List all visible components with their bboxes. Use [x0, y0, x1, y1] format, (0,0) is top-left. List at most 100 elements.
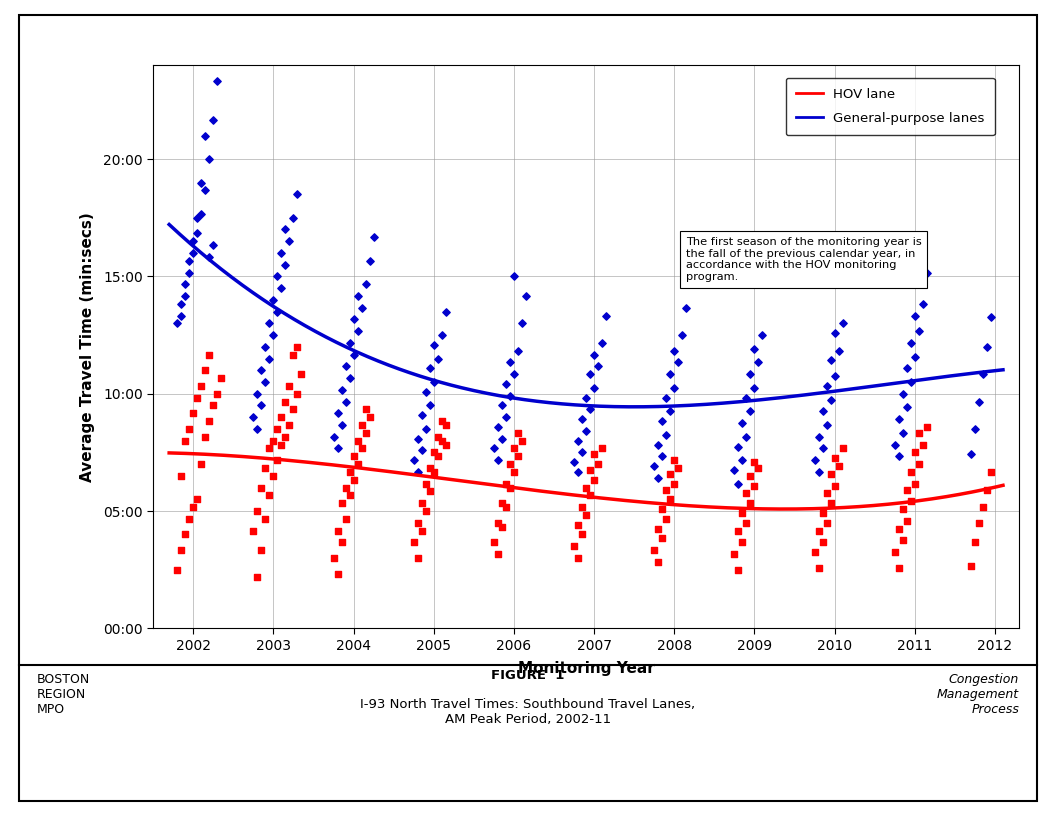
Point [910, 458, 927, 471]
Point [746, 455, 762, 468]
Point [894, 534, 911, 547]
Point [329, 524, 346, 537]
Point [754, 329, 771, 342]
Point [497, 378, 514, 391]
Point [433, 329, 450, 342]
Point [658, 512, 675, 526]
Point [277, 258, 294, 271]
Point [189, 211, 206, 224]
Text: The first season of the monitoring year is
the fall of the previous calendar yea: The first season of the monitoring year … [685, 237, 922, 282]
Point [252, 364, 269, 377]
Point [646, 543, 663, 557]
Text: I-93 North Travel Times: Southbound Travel Lanes,
AM Peak Period, 2002-11: I-93 North Travel Times: Southbound Trav… [360, 698, 696, 725]
Point [193, 176, 210, 189]
Point [662, 405, 679, 418]
Point [678, 301, 695, 314]
Point [970, 395, 987, 408]
Point [345, 348, 362, 361]
Point [823, 468, 840, 481]
Point [666, 344, 683, 357]
Point [421, 462, 438, 475]
Point [196, 184, 213, 197]
Point [509, 450, 526, 463]
Point [337, 512, 354, 526]
Point [245, 410, 262, 424]
Point [582, 489, 599, 502]
Point [890, 450, 907, 463]
Point [426, 339, 442, 352]
Point [730, 440, 747, 453]
Point [586, 381, 603, 394]
Point [285, 348, 302, 361]
Point [433, 434, 450, 447]
Point [814, 536, 831, 549]
Point [272, 282, 289, 295]
Point [746, 342, 762, 355]
Point [189, 493, 206, 506]
Point [742, 497, 759, 510]
Point [426, 465, 442, 478]
Point [814, 405, 831, 418]
Point [810, 465, 827, 478]
Point [886, 438, 903, 451]
Point [337, 481, 354, 494]
Point [734, 536, 751, 549]
Point [569, 552, 586, 565]
Point [189, 391, 206, 404]
Point [406, 536, 422, 549]
Point [265, 434, 282, 447]
Point [341, 371, 358, 384]
Point [569, 518, 586, 531]
Point [502, 481, 518, 494]
Point [181, 266, 197, 279]
Point [337, 360, 354, 373]
Point [169, 317, 186, 330]
Point [249, 571, 266, 584]
Point [569, 465, 586, 478]
Point [413, 497, 430, 510]
Point [406, 454, 422, 467]
Text: BOSTON
REGION
MPO: BOSTON REGION MPO [37, 673, 90, 716]
Point [810, 561, 827, 574]
Point [353, 442, 370, 455]
Point [818, 487, 835, 500]
Point [742, 469, 759, 482]
Point [193, 207, 210, 220]
Point [357, 403, 374, 416]
Point [437, 305, 454, 318]
Point [417, 423, 434, 436]
Point [269, 423, 286, 436]
Point [333, 384, 350, 397]
Point [919, 420, 936, 433]
Point [272, 438, 289, 451]
Point [582, 463, 599, 477]
Point [899, 483, 916, 496]
Point [410, 432, 427, 446]
Point [353, 301, 370, 314]
Point [746, 479, 762, 492]
Point [919, 266, 936, 279]
Point [914, 438, 931, 451]
Point [277, 430, 294, 443]
Point [209, 387, 226, 400]
Point [649, 472, 666, 485]
Point [662, 468, 679, 481]
Point [201, 153, 218, 166]
Point [410, 465, 427, 478]
Point [173, 543, 190, 557]
Point [966, 423, 983, 436]
Point [890, 522, 907, 535]
Point [196, 129, 213, 142]
Point [654, 415, 671, 428]
Point [257, 340, 274, 353]
Point [834, 442, 851, 455]
Point [277, 395, 294, 408]
Point [185, 246, 202, 259]
Point [578, 481, 595, 494]
Point [205, 399, 222, 412]
Point [345, 450, 362, 463]
Point [513, 434, 530, 447]
Point [252, 543, 269, 557]
Point [742, 368, 759, 381]
Point [437, 438, 454, 451]
